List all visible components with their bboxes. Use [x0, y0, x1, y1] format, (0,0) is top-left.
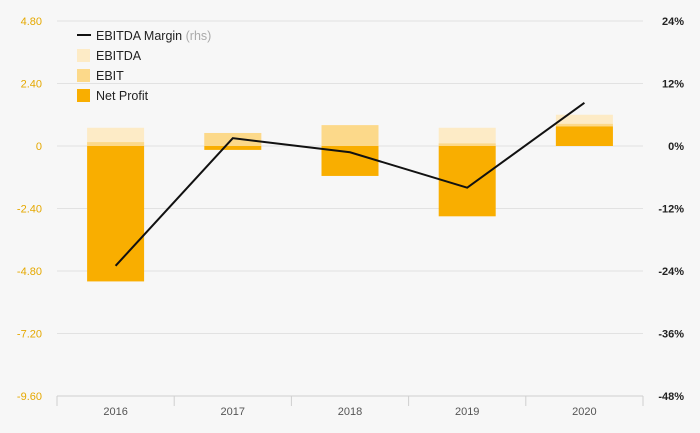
x-tick-label: 2020 [572, 406, 596, 418]
x-tick-label: 2017 [221, 406, 245, 418]
legend-label-suffix: (rhs) [182, 29, 211, 43]
y-right-tick-label: -24% [658, 266, 684, 278]
y-left-tick-label: 4.80 [21, 16, 42, 28]
y-right-tick-label: -48% [658, 391, 684, 403]
y-left-tick-label: 2.40 [21, 79, 42, 91]
legend-swatch-ebitda [77, 49, 90, 62]
y-left-tick-label: -7.20 [17, 329, 42, 341]
legend-label: EBITDA [96, 49, 142, 63]
y-right-tick-label: -36% [658, 329, 684, 341]
legend-label-text: EBITDA Margin [96, 29, 182, 43]
ebit-bar-2018 [322, 125, 379, 146]
x-tick-label: 2018 [338, 406, 362, 418]
legend-label: EBIT [96, 69, 124, 83]
ebit-bar-2019 [439, 143, 496, 146]
y-left-tick-label: -2.40 [17, 204, 42, 216]
legend-swatch-ebit [77, 69, 90, 82]
legend-label-text: Net Profit [96, 89, 149, 103]
legend-swatch-net-profit [77, 89, 90, 102]
gridlines [57, 21, 643, 396]
ebitda-bar-2019 [439, 128, 496, 146]
y-left-tick-label: 0 [36, 141, 42, 153]
net-profit-bar-2016 [87, 146, 144, 281]
chart: 2016 2017 2018 2019 2020 4.80 2.40 0 -2.40 -4.80 -… [0, 0, 700, 433]
y-right-tick-label: 0% [668, 141, 684, 153]
y-right-tick-label: 12% [662, 79, 684, 91]
x-tick-label: 2019 [455, 406, 479, 418]
y-right-tick-label: 24% [662, 16, 684, 28]
legend-label-text: EBIT [96, 69, 124, 83]
y-right-tick-label: -12% [658, 204, 684, 216]
legend-label-text: EBITDA [96, 49, 142, 63]
x-tick-label: 2016 [103, 406, 127, 418]
y-left-tick-label: -9.60 [17, 391, 42, 403]
net-profit-bar-2017 [204, 146, 261, 150]
legend: EBITDA Margin (rhs) EBITDA EBIT Net Profit [77, 29, 211, 103]
ebit-bar-2016 [87, 142, 144, 146]
legend-label: EBITDA Margin (rhs) [96, 29, 211, 43]
legend-label: Net Profit [96, 89, 149, 103]
net-profit-bar-2020 [556, 126, 613, 146]
y-left-tick-label: -4.80 [17, 266, 42, 278]
